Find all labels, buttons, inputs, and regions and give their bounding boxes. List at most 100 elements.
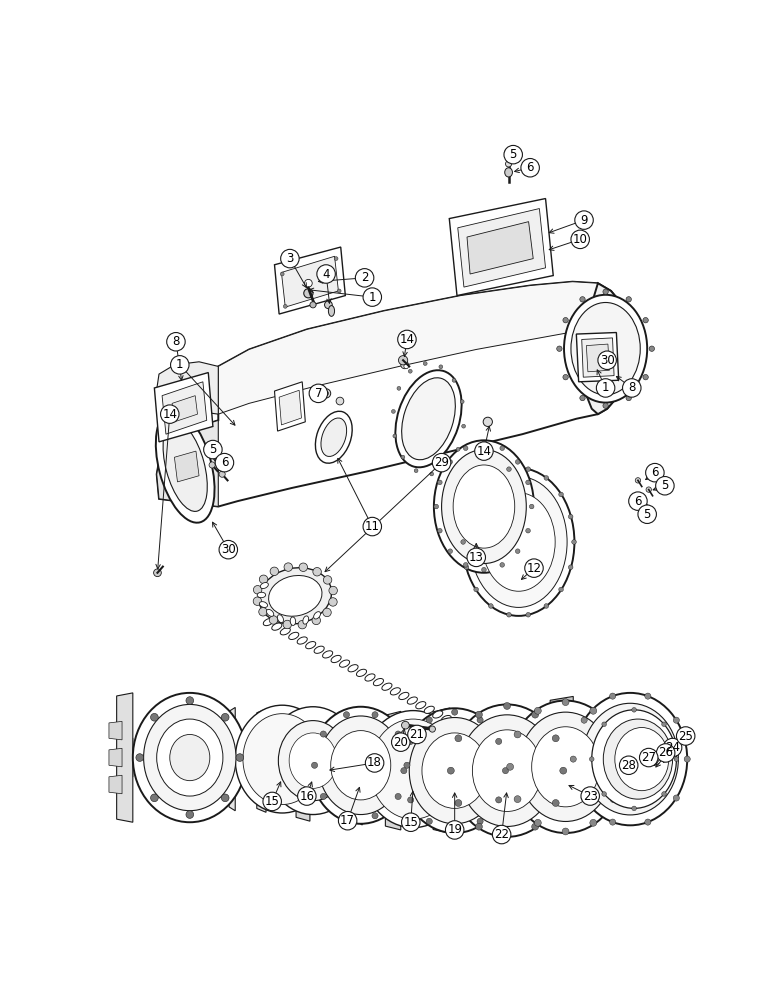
Ellipse shape (400, 708, 508, 833)
Circle shape (619, 756, 638, 774)
Circle shape (462, 424, 466, 428)
Ellipse shape (373, 678, 383, 686)
Circle shape (283, 620, 292, 629)
Circle shape (452, 709, 458, 715)
Circle shape (334, 257, 338, 261)
Text: 6: 6 (651, 466, 659, 479)
Text: 5: 5 (210, 443, 217, 456)
Text: 2: 2 (361, 271, 369, 284)
Ellipse shape (243, 714, 321, 805)
Ellipse shape (328, 306, 334, 316)
Text: 8: 8 (628, 381, 636, 394)
Circle shape (603, 289, 608, 294)
Circle shape (626, 395, 632, 401)
Circle shape (284, 563, 293, 571)
Ellipse shape (508, 701, 622, 833)
Circle shape (209, 462, 215, 468)
Text: 18: 18 (367, 756, 382, 769)
Text: 14: 14 (400, 333, 414, 346)
Ellipse shape (470, 477, 567, 607)
Circle shape (401, 813, 420, 831)
Text: 15: 15 (404, 816, 418, 829)
Ellipse shape (402, 378, 456, 460)
Circle shape (395, 731, 401, 737)
Circle shape (432, 453, 451, 472)
Ellipse shape (340, 660, 350, 667)
Text: 13: 13 (469, 551, 483, 564)
Circle shape (504, 145, 522, 164)
Text: 25: 25 (678, 730, 693, 742)
Polygon shape (296, 709, 310, 821)
Text: 12: 12 (526, 562, 542, 575)
Circle shape (483, 417, 493, 426)
Circle shape (568, 565, 573, 570)
Circle shape (663, 738, 682, 757)
Circle shape (338, 811, 357, 830)
Ellipse shape (348, 665, 358, 672)
Polygon shape (172, 396, 198, 422)
Circle shape (397, 386, 401, 390)
Ellipse shape (163, 422, 207, 511)
Circle shape (629, 492, 647, 510)
Circle shape (674, 717, 680, 723)
Ellipse shape (592, 710, 677, 808)
Polygon shape (109, 775, 122, 794)
Circle shape (338, 289, 341, 293)
Ellipse shape (362, 711, 464, 828)
Circle shape (236, 754, 244, 761)
Circle shape (324, 576, 332, 584)
Ellipse shape (433, 711, 443, 718)
Circle shape (482, 567, 487, 572)
Circle shape (525, 528, 530, 533)
Circle shape (515, 549, 520, 553)
Text: 5: 5 (643, 508, 651, 521)
Text: 20: 20 (393, 736, 408, 749)
Circle shape (313, 568, 321, 576)
Circle shape (434, 504, 438, 509)
Text: 5: 5 (510, 148, 517, 161)
Circle shape (215, 453, 234, 472)
Ellipse shape (260, 583, 268, 589)
Circle shape (575, 211, 594, 229)
Circle shape (563, 374, 568, 380)
Polygon shape (279, 390, 301, 425)
Ellipse shape (603, 719, 673, 799)
Circle shape (221, 713, 229, 721)
Text: 6: 6 (634, 495, 642, 508)
Text: 9: 9 (580, 214, 587, 227)
Ellipse shape (314, 646, 324, 653)
Circle shape (414, 469, 418, 473)
Text: 3: 3 (286, 252, 293, 265)
Circle shape (392, 733, 410, 751)
Ellipse shape (321, 418, 347, 456)
Circle shape (407, 738, 414, 744)
Circle shape (493, 825, 511, 844)
Circle shape (603, 403, 608, 408)
Circle shape (167, 333, 185, 351)
Text: 23: 23 (583, 790, 598, 803)
Circle shape (632, 806, 636, 811)
Circle shape (598, 351, 616, 369)
Circle shape (496, 738, 502, 744)
Circle shape (597, 379, 615, 397)
Text: 24: 24 (665, 741, 680, 754)
Text: 6: 6 (526, 161, 534, 174)
Circle shape (323, 608, 331, 617)
Circle shape (525, 480, 530, 485)
Circle shape (521, 158, 539, 177)
Circle shape (186, 697, 194, 704)
Ellipse shape (156, 410, 214, 523)
Circle shape (161, 405, 179, 423)
Ellipse shape (422, 733, 487, 808)
Circle shape (656, 744, 675, 762)
Polygon shape (218, 282, 611, 414)
Circle shape (372, 712, 378, 718)
Circle shape (363, 517, 382, 536)
Circle shape (452, 826, 458, 832)
Polygon shape (587, 344, 609, 372)
Text: 16: 16 (300, 790, 314, 803)
Ellipse shape (416, 702, 426, 709)
Ellipse shape (279, 721, 348, 801)
Ellipse shape (356, 669, 366, 676)
Text: 30: 30 (600, 354, 615, 367)
